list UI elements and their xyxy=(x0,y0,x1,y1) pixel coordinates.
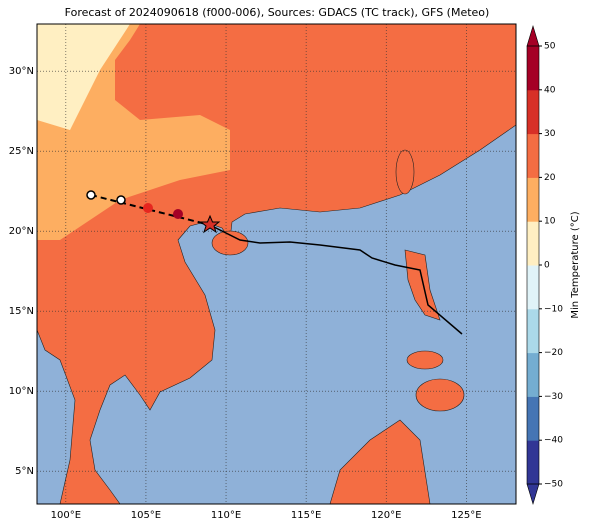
track-point xyxy=(173,209,183,219)
colorbar-band xyxy=(527,352,539,397)
colorbar-band xyxy=(527,308,539,354)
y-tick-label: 20°N xyxy=(9,226,34,237)
colorbar-band xyxy=(527,221,539,266)
colorbar-tick-label: −50 xyxy=(544,480,563,490)
colorbar-tick-label: 0 xyxy=(544,261,550,271)
colorbar-extend xyxy=(526,24,540,47)
x-tick-label: 115°E xyxy=(291,510,321,521)
colorbar-band xyxy=(527,265,539,310)
colorbar-band xyxy=(527,133,539,178)
track-point xyxy=(143,203,153,213)
colorbar-band xyxy=(527,396,539,441)
track-point xyxy=(86,190,96,200)
colorbar-label: Min Temperature (°C) xyxy=(570,211,581,318)
luzon xyxy=(404,249,441,321)
colorbar-tick-label: 50 xyxy=(544,42,556,52)
colorbar-tick-label: −40 xyxy=(544,436,563,446)
colorbar-band xyxy=(527,89,539,135)
y-tick-label: 10°N xyxy=(9,386,34,397)
mindanao xyxy=(415,378,465,412)
map-area xyxy=(36,23,517,505)
track-point xyxy=(116,195,126,205)
map-title: Forecast of 2024090618 (f000-006), Sourc… xyxy=(65,6,490,19)
visayas xyxy=(406,350,444,370)
colorbar-tick-label: 30 xyxy=(544,129,556,139)
taiwan xyxy=(395,149,415,195)
x-tick-label: 125°E xyxy=(451,510,481,521)
colorbar-extend xyxy=(526,483,540,506)
x-tick-label: 100°E xyxy=(51,510,81,521)
mild-region xyxy=(37,24,130,130)
map-frame xyxy=(36,23,517,505)
colorbar-band xyxy=(527,46,539,91)
past-track xyxy=(209,224,463,335)
colorbar-band xyxy=(527,177,539,222)
colorbar-tick-label: 10 xyxy=(544,217,556,227)
colorbar-tick-label: −30 xyxy=(544,392,563,402)
current-position xyxy=(199,214,221,234)
colorbar-tick-label: −10 xyxy=(544,304,563,314)
x-tick-label: 120°E xyxy=(371,510,401,521)
colorbar-tick-label: 20 xyxy=(544,173,556,183)
y-tick-label: 30°N xyxy=(9,66,34,77)
x-tick-label: 110°E xyxy=(211,510,241,521)
colorbar-tick-label: 40 xyxy=(544,85,556,95)
colorbar-tick-label: −20 xyxy=(544,348,563,358)
y-tick-label: 15°N xyxy=(9,306,34,317)
x-tick-label: 105°E xyxy=(131,510,161,521)
y-tick-label: 25°N xyxy=(9,146,34,157)
y-tick-label: 5°N xyxy=(15,466,34,477)
colorbar: −50 −40 −30 −20 −10 0 10 20 30 40 50 xyxy=(526,24,563,506)
colorbar-band xyxy=(527,440,539,485)
